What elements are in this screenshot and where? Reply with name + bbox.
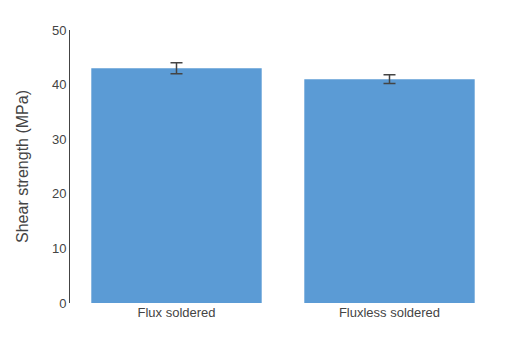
svg-text:Flux soldered: Flux soldered bbox=[137, 305, 215, 320]
svg-text:20: 20 bbox=[52, 186, 66, 201]
svg-text:10: 10 bbox=[52, 241, 66, 256]
svg-text:Shear strength (MPa): Shear strength (MPa) bbox=[14, 90, 31, 243]
svg-text:Fluxless soldered: Fluxless soldered bbox=[339, 305, 440, 320]
svg-text:50: 50 bbox=[52, 23, 66, 38]
svg-text:30: 30 bbox=[52, 132, 66, 147]
svg-text:40: 40 bbox=[52, 77, 66, 92]
svg-text:0: 0 bbox=[59, 296, 66, 311]
